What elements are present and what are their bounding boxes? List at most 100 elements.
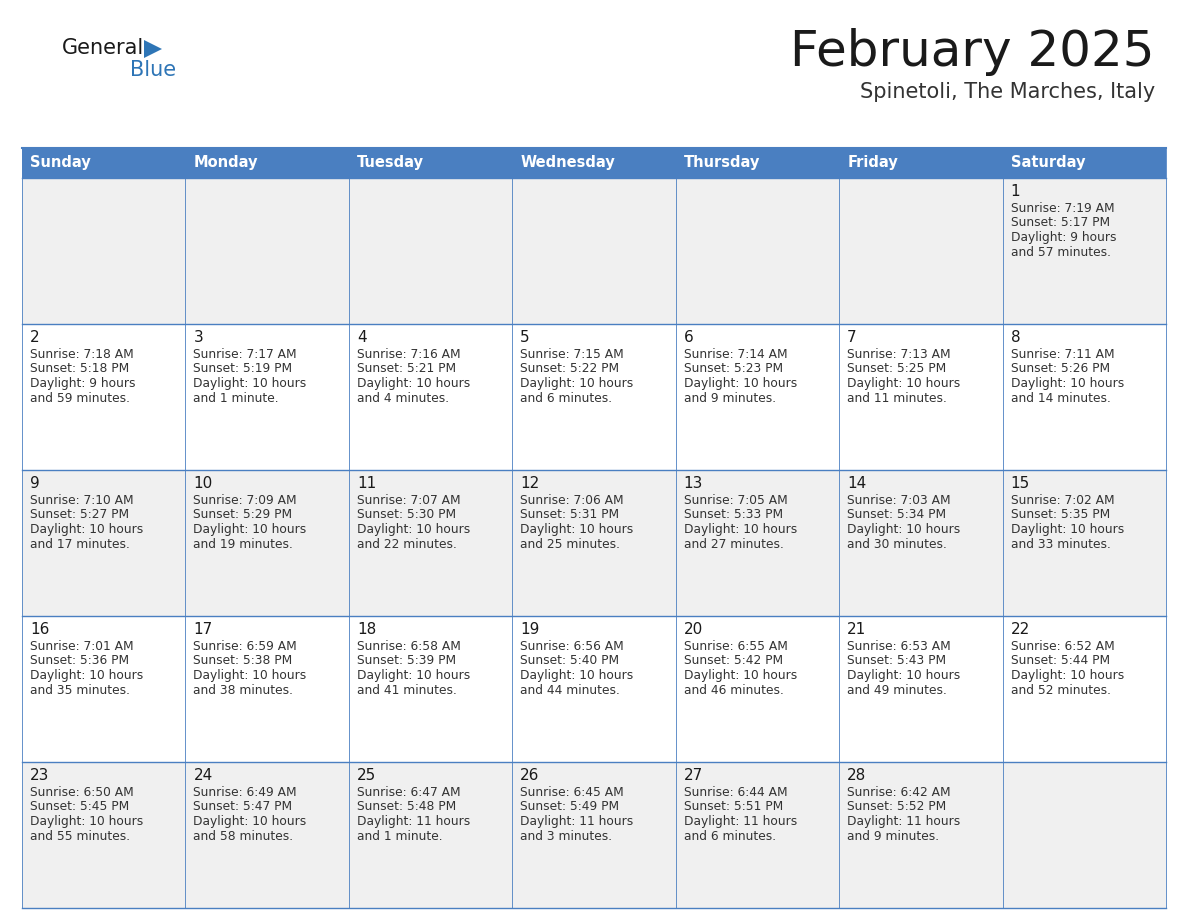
Text: Sunset: 5:36 PM: Sunset: 5:36 PM xyxy=(30,655,129,667)
Text: Sunrise: 7:02 AM: Sunrise: 7:02 AM xyxy=(1011,494,1114,507)
Text: 8: 8 xyxy=(1011,330,1020,345)
Text: and 6 minutes.: and 6 minutes. xyxy=(520,391,612,405)
Text: 28: 28 xyxy=(847,768,866,783)
Text: Sunset: 5:33 PM: Sunset: 5:33 PM xyxy=(684,509,783,521)
Text: Daylight: 10 hours: Daylight: 10 hours xyxy=(684,523,797,536)
Text: Sunset: 5:23 PM: Sunset: 5:23 PM xyxy=(684,363,783,375)
Bar xyxy=(349,178,512,324)
Bar xyxy=(839,470,1003,616)
Text: Sunrise: 7:03 AM: Sunrise: 7:03 AM xyxy=(847,494,950,507)
Bar xyxy=(512,324,676,470)
Text: Sunrise: 6:45 AM: Sunrise: 6:45 AM xyxy=(520,786,624,799)
Text: Sunset: 5:42 PM: Sunset: 5:42 PM xyxy=(684,655,783,667)
Text: Daylight: 10 hours: Daylight: 10 hours xyxy=(520,377,633,390)
Text: and 3 minutes.: and 3 minutes. xyxy=(520,830,612,843)
Bar xyxy=(1003,324,1165,470)
Text: 15: 15 xyxy=(1011,476,1030,491)
Bar xyxy=(676,148,839,178)
Bar xyxy=(676,178,839,324)
Text: 26: 26 xyxy=(520,768,539,783)
Text: Sunset: 5:21 PM: Sunset: 5:21 PM xyxy=(356,363,456,375)
Text: Spinetoli, The Marches, Italy: Spinetoli, The Marches, Italy xyxy=(860,82,1155,102)
Text: Wednesday: Wednesday xyxy=(520,155,615,171)
Text: Sunset: 5:48 PM: Sunset: 5:48 PM xyxy=(356,800,456,813)
Text: Sunrise: 7:01 AM: Sunrise: 7:01 AM xyxy=(30,640,133,653)
Bar xyxy=(23,324,185,470)
Text: 10: 10 xyxy=(194,476,213,491)
Text: February 2025: February 2025 xyxy=(790,28,1155,76)
Bar xyxy=(349,616,512,762)
Text: Sunrise: 7:05 AM: Sunrise: 7:05 AM xyxy=(684,494,788,507)
Text: Sunset: 5:25 PM: Sunset: 5:25 PM xyxy=(847,363,947,375)
Text: 24: 24 xyxy=(194,768,213,783)
Text: Sunrise: 7:14 AM: Sunrise: 7:14 AM xyxy=(684,348,788,361)
Text: Thursday: Thursday xyxy=(684,155,760,171)
Text: Blue: Blue xyxy=(129,60,176,80)
Text: Sunrise: 7:17 AM: Sunrise: 7:17 AM xyxy=(194,348,297,361)
Text: and 25 minutes.: and 25 minutes. xyxy=(520,538,620,551)
Text: 7: 7 xyxy=(847,330,857,345)
Text: and 44 minutes.: and 44 minutes. xyxy=(520,684,620,697)
Bar xyxy=(676,324,839,470)
Bar xyxy=(676,470,839,616)
Text: General: General xyxy=(62,38,144,58)
Text: Daylight: 10 hours: Daylight: 10 hours xyxy=(356,523,470,536)
Text: Sunrise: 6:56 AM: Sunrise: 6:56 AM xyxy=(520,640,624,653)
Text: and 55 minutes.: and 55 minutes. xyxy=(30,830,131,843)
Text: Daylight: 10 hours: Daylight: 10 hours xyxy=(30,523,144,536)
Text: Sunrise: 6:58 AM: Sunrise: 6:58 AM xyxy=(356,640,461,653)
Text: Daylight: 10 hours: Daylight: 10 hours xyxy=(520,523,633,536)
Text: 25: 25 xyxy=(356,768,377,783)
Text: Daylight: 10 hours: Daylight: 10 hours xyxy=(847,523,960,536)
Text: Daylight: 11 hours: Daylight: 11 hours xyxy=(356,815,470,828)
Bar xyxy=(839,324,1003,470)
Text: and 14 minutes.: and 14 minutes. xyxy=(1011,391,1111,405)
Text: 17: 17 xyxy=(194,622,213,637)
Text: Sunrise: 7:07 AM: Sunrise: 7:07 AM xyxy=(356,494,461,507)
Text: 2: 2 xyxy=(30,330,39,345)
Text: Sunset: 5:51 PM: Sunset: 5:51 PM xyxy=(684,800,783,813)
Text: Sunset: 5:45 PM: Sunset: 5:45 PM xyxy=(30,800,129,813)
Bar xyxy=(839,148,1003,178)
Text: Sunset: 5:38 PM: Sunset: 5:38 PM xyxy=(194,655,292,667)
Text: Daylight: 11 hours: Daylight: 11 hours xyxy=(847,815,960,828)
Bar xyxy=(23,616,185,762)
Text: Sunrise: 7:18 AM: Sunrise: 7:18 AM xyxy=(30,348,134,361)
Text: Daylight: 10 hours: Daylight: 10 hours xyxy=(356,669,470,682)
Text: and 58 minutes.: and 58 minutes. xyxy=(194,830,293,843)
Bar xyxy=(23,178,185,324)
Text: and 38 minutes.: and 38 minutes. xyxy=(194,684,293,697)
Bar xyxy=(839,616,1003,762)
Text: Daylight: 10 hours: Daylight: 10 hours xyxy=(684,377,797,390)
Bar xyxy=(349,148,512,178)
Text: Sunset: 5:43 PM: Sunset: 5:43 PM xyxy=(847,655,947,667)
Text: Daylight: 10 hours: Daylight: 10 hours xyxy=(30,669,144,682)
Bar xyxy=(512,148,676,178)
Text: 4: 4 xyxy=(356,330,366,345)
Text: Sunrise: 7:13 AM: Sunrise: 7:13 AM xyxy=(847,348,950,361)
Text: Daylight: 10 hours: Daylight: 10 hours xyxy=(684,669,797,682)
Bar xyxy=(23,470,185,616)
Text: Sunset: 5:22 PM: Sunset: 5:22 PM xyxy=(520,363,619,375)
Text: Daylight: 10 hours: Daylight: 10 hours xyxy=(847,669,960,682)
Bar xyxy=(185,762,349,908)
Text: Sunset: 5:49 PM: Sunset: 5:49 PM xyxy=(520,800,619,813)
Bar xyxy=(349,324,512,470)
Bar xyxy=(185,616,349,762)
Text: Sunrise: 6:42 AM: Sunrise: 6:42 AM xyxy=(847,786,950,799)
Text: Daylight: 10 hours: Daylight: 10 hours xyxy=(356,377,470,390)
Polygon shape xyxy=(144,40,162,58)
Text: Sunset: 5:40 PM: Sunset: 5:40 PM xyxy=(520,655,619,667)
Text: and 1 minute.: and 1 minute. xyxy=(194,391,279,405)
Bar xyxy=(349,470,512,616)
Text: 14: 14 xyxy=(847,476,866,491)
Text: Daylight: 9 hours: Daylight: 9 hours xyxy=(1011,231,1116,244)
Text: 27: 27 xyxy=(684,768,703,783)
Text: 21: 21 xyxy=(847,622,866,637)
Text: Sunset: 5:31 PM: Sunset: 5:31 PM xyxy=(520,509,619,521)
Text: 20: 20 xyxy=(684,622,703,637)
Text: 3: 3 xyxy=(194,330,203,345)
Text: Sunset: 5:27 PM: Sunset: 5:27 PM xyxy=(30,509,129,521)
Text: Sunrise: 6:55 AM: Sunrise: 6:55 AM xyxy=(684,640,788,653)
Text: Monday: Monday xyxy=(194,155,258,171)
